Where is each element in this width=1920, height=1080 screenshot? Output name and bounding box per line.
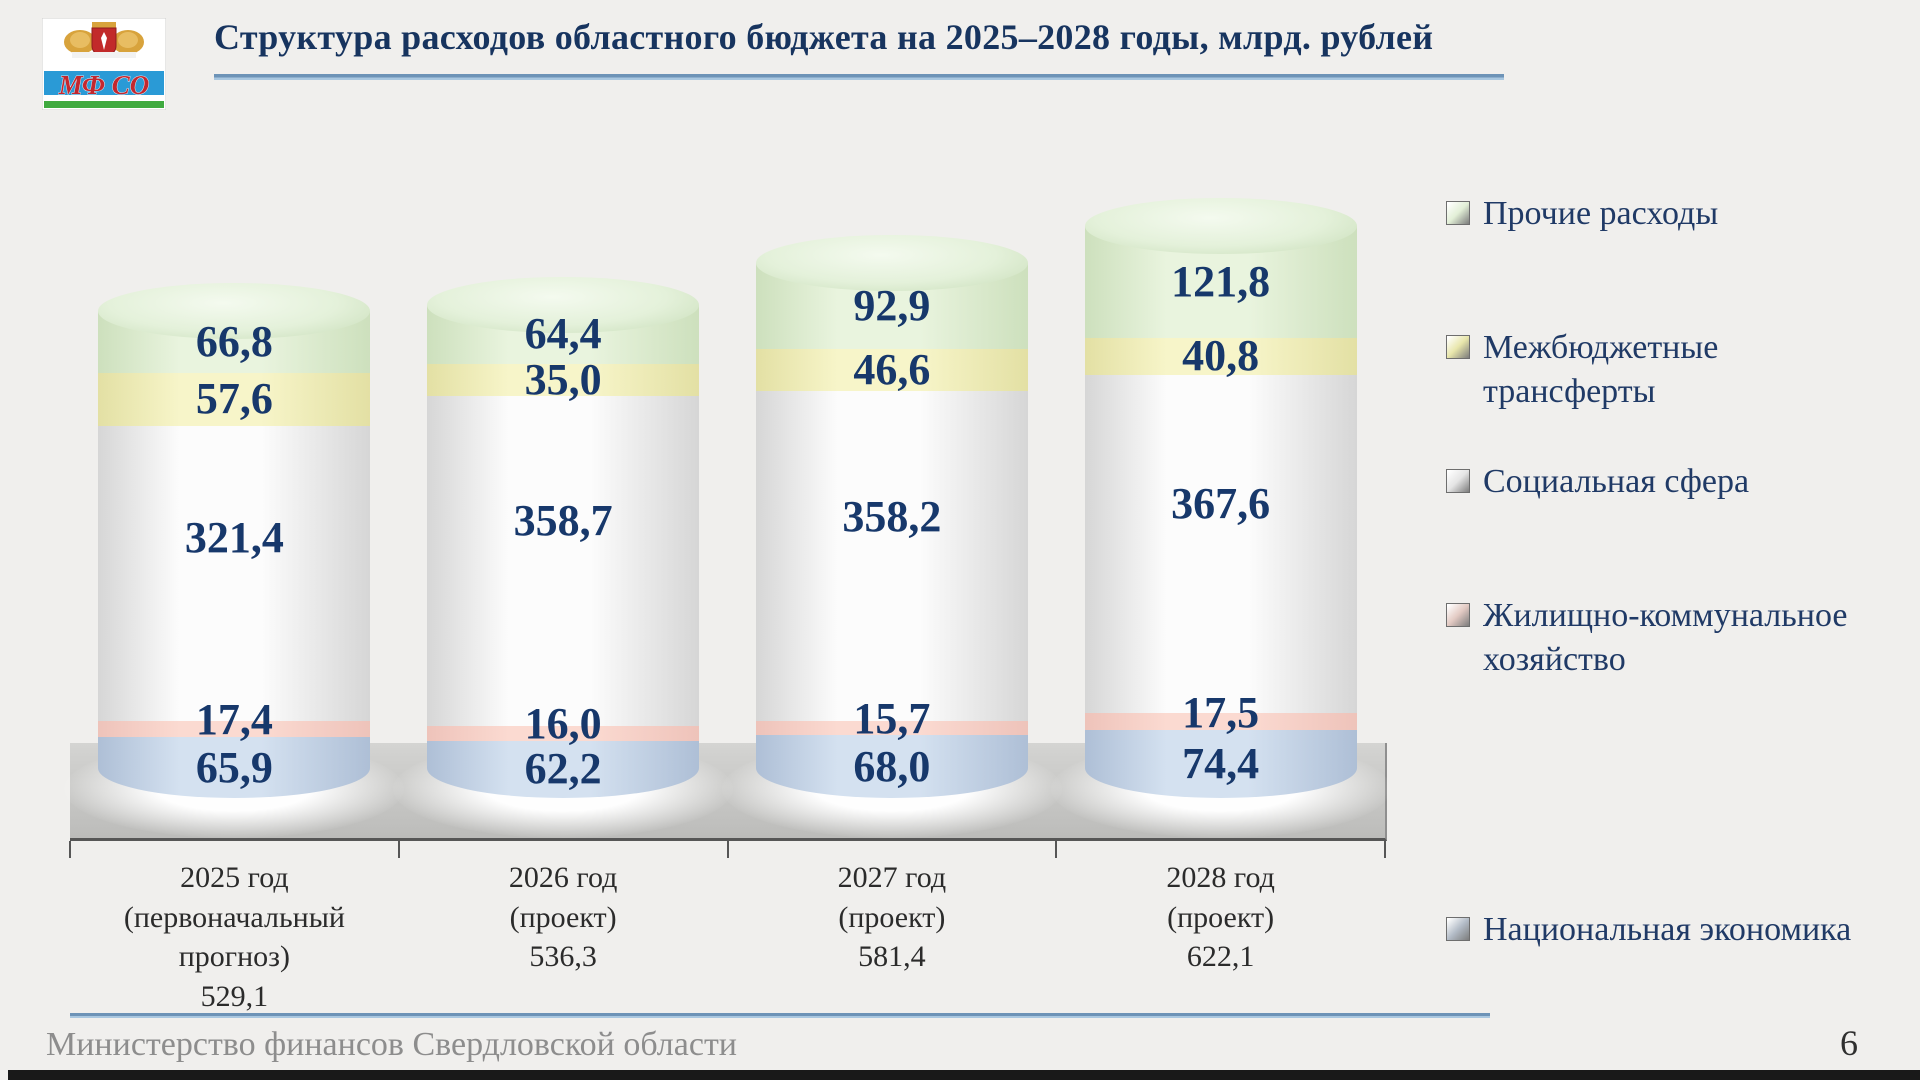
page-title: Структура расходов областного бюджета на… xyxy=(214,17,1434,57)
legend-item-zhkh: Жилищно-коммунальное хозяйство xyxy=(1446,594,1847,682)
value-label-zhkh-2027: 15,7 xyxy=(853,694,931,744)
legend-label-nacionalnaya-ekonomika: Национальная экономика xyxy=(1483,911,1852,948)
segment-nacionalnaya-ekonomika-2027 xyxy=(755,735,1028,798)
segment-zhkh-2028 xyxy=(1084,713,1357,730)
cylinder-top-2025 xyxy=(98,283,371,340)
legend-item-prochie-rashody: Прочие расходы xyxy=(1446,192,1718,236)
segment-socialnaya-sfera-2027 xyxy=(755,391,1028,721)
title-underline xyxy=(214,74,1504,80)
value-label-mezhbyudzhetnye-transferty-2026: 35,0 xyxy=(524,354,602,404)
segment-zhkh-2027 xyxy=(755,720,1028,736)
cylinder-top-2026 xyxy=(427,276,700,333)
legend-marker-icon-zhkh xyxy=(1446,603,1470,627)
value-label-socialnaya-sfera-2028: 367,6 xyxy=(1171,478,1271,528)
segment-mezhbyudzhetnye-transferty-2025 xyxy=(98,372,371,426)
axis-tick xyxy=(1055,841,1058,858)
segment-mezhbyudzhetnye-transferty-2026 xyxy=(427,363,700,397)
legend-item-mezhbyudzhetnye-transferty: Межбюджетные трансферты xyxy=(1446,326,1718,414)
footer-text: Министерство финансов Свердловской облас… xyxy=(46,1026,738,1063)
value-label-zhkh-2026: 16,0 xyxy=(524,699,602,749)
axis-tick xyxy=(397,841,400,858)
page-number: 6 xyxy=(1840,1023,1858,1063)
segment-nacionalnaya-ekonomika-2025 xyxy=(98,737,371,798)
segment-socialnaya-sfera-2028 xyxy=(1084,375,1357,714)
flag-stripes xyxy=(44,62,164,108)
segment-socialnaya-sfera-2026 xyxy=(427,396,700,727)
value-label-prochie-rashody-2025: 66,8 xyxy=(195,316,273,366)
cylinder-top-2027 xyxy=(755,235,1028,292)
axis-tick xyxy=(69,841,71,858)
axis-tick xyxy=(1384,841,1386,858)
legend-label-zhkh: Жилищно-коммунальное хозяйство xyxy=(1483,597,1848,679)
coat-of-arms-icon xyxy=(64,22,144,58)
legend-item-nacionalnaya-ekonomika: Национальная экономика xyxy=(1446,908,1851,952)
legend-label-socialnaya-sfera: Социальная сфера xyxy=(1483,463,1750,500)
value-label-nacionalnaya-ekonomika-2025: 65,9 xyxy=(195,742,273,792)
segment-nacionalnaya-ekonomika-2026 xyxy=(427,740,700,798)
segment-mezhbyudzhetnye-transferty-2028 xyxy=(1084,337,1357,376)
segment-nacionalnaya-ekonomika-2028 xyxy=(1084,729,1357,798)
category-label-2027: 2027 год (проект) 581,4 xyxy=(837,861,947,974)
legend-marker-icon-mezhbyudzhetnye-transferty xyxy=(1446,335,1470,359)
legend-item-socialnaya-sfera: Социальная сфера xyxy=(1446,460,1749,504)
bottom-bar xyxy=(8,1070,1920,1080)
value-label-mezhbyudzhetnye-transferty-2028: 40,8 xyxy=(1182,331,1260,381)
legend-marker-icon-prochie-rashody xyxy=(1446,201,1470,225)
ministry-of-finance-logo: МФ СО xyxy=(42,18,166,110)
legend-label-prochie-rashody: Прочие расходы xyxy=(1483,195,1719,232)
logo-text: МФ СО xyxy=(58,70,150,100)
value-label-mezhbyudzhetnye-transferty-2025: 57,6 xyxy=(195,374,273,424)
value-label-prochie-rashody-2027: 92,9 xyxy=(853,280,931,330)
value-label-nacionalnaya-ekonomika-2028: 74,4 xyxy=(1182,738,1260,788)
value-label-prochie-rashody-2028: 121,8 xyxy=(1171,256,1271,306)
segment-mezhbyudzhetnye-transferty-2027 xyxy=(755,348,1028,392)
legend-marker-icon-socialnaya-sfera xyxy=(1446,469,1470,493)
value-label-socialnaya-sfera-2027: 358,2 xyxy=(842,491,942,541)
value-label-nacionalnaya-ekonomika-2027: 68,0 xyxy=(853,741,931,791)
category-label-2028: 2028 год (проект) 622,1 xyxy=(1166,861,1275,974)
value-label-mezhbyudzhetnye-transferty-2027: 46,6 xyxy=(853,345,931,395)
axis-tick xyxy=(726,841,729,858)
value-label-socialnaya-sfera-2025: 321,4 xyxy=(184,513,284,563)
segment-zhkh-2026 xyxy=(427,726,700,741)
legend-marker-icon-nacionalnaya-ekonomika xyxy=(1446,917,1470,941)
value-label-zhkh-2025: 17,4 xyxy=(195,695,273,745)
cylinder-top-2028 xyxy=(1084,197,1357,254)
segment-socialnaya-sfera-2025 xyxy=(98,425,371,722)
value-label-nacionalnaya-ekonomika-2026: 62,2 xyxy=(524,744,602,794)
legend-label-mezhbyudzhetnye-transferty: Межбюджетные трансферты xyxy=(1483,329,1719,411)
footer-divider xyxy=(70,1013,1490,1018)
value-label-socialnaya-sfera-2026: 358,7 xyxy=(513,496,613,546)
category-label-2025: 2025 год (первоначальный прогноз) 529,1 xyxy=(123,861,345,1013)
value-label-zhkh-2028: 17,5 xyxy=(1182,687,1260,737)
category-label-2026: 2026 год (проект) 536,3 xyxy=(508,861,618,974)
segment-zhkh-2025 xyxy=(98,721,371,738)
value-label-prochie-rashody-2026: 64,4 xyxy=(524,309,602,359)
